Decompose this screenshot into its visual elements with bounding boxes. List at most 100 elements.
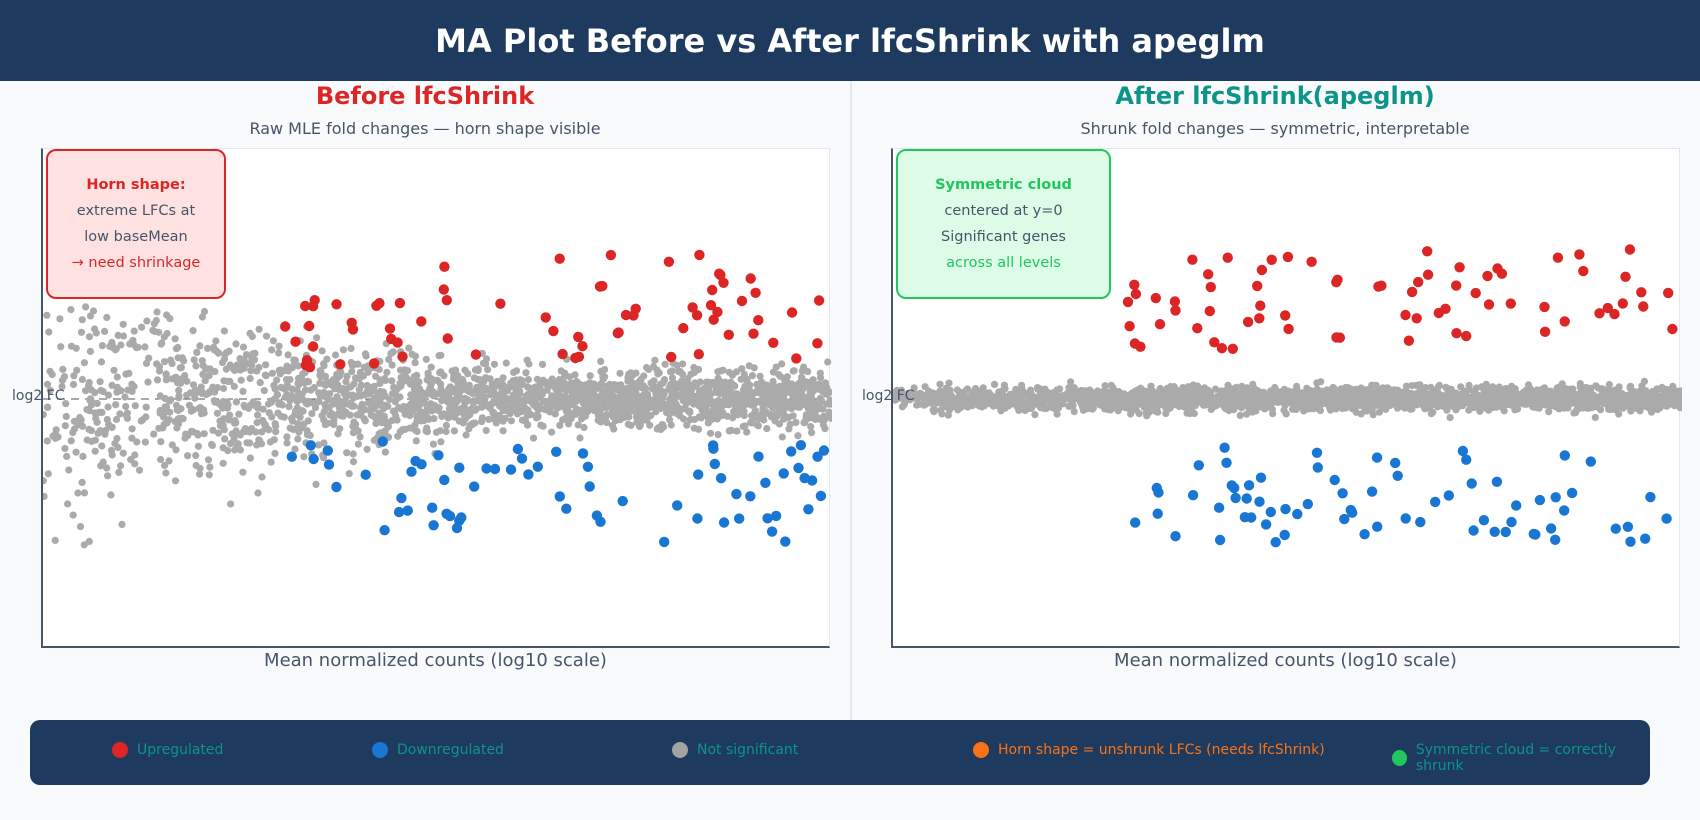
point-not-significant xyxy=(460,402,468,411)
point-not-significant xyxy=(1673,400,1681,408)
point-not-significant xyxy=(281,393,289,401)
point-not-significant xyxy=(739,386,748,394)
before-panel-subtitle: Raw MLE fold changes — horn shape visibl… xyxy=(249,119,601,138)
point-not-significant xyxy=(239,343,248,351)
point-not-significant xyxy=(246,374,254,383)
point-not-significant xyxy=(410,373,418,381)
point-not-significant xyxy=(112,401,120,409)
point-not-significant xyxy=(253,419,261,427)
point-not-significant xyxy=(347,399,355,407)
point-downregulated xyxy=(1443,490,1454,501)
point-not-significant xyxy=(274,409,282,417)
point-not-significant xyxy=(306,431,314,439)
point-upregulated xyxy=(308,301,319,312)
point-not-significant xyxy=(1195,395,1203,403)
point-not-significant xyxy=(229,365,237,373)
point-downregulated xyxy=(799,472,810,484)
point-downregulated xyxy=(1302,498,1313,510)
point-not-significant xyxy=(347,344,355,353)
point-not-significant xyxy=(1434,399,1442,407)
point-upregulated xyxy=(442,333,453,344)
point-not-significant xyxy=(126,340,134,348)
point-not-significant xyxy=(43,492,48,500)
point-not-significant xyxy=(579,399,587,407)
point-not-significant xyxy=(150,430,158,438)
point-not-significant xyxy=(197,410,206,418)
point-not-significant xyxy=(1130,388,1138,396)
point-not-significant xyxy=(232,340,240,348)
point-not-significant xyxy=(166,408,174,416)
point-not-significant xyxy=(590,380,598,388)
point-not-significant xyxy=(639,382,648,390)
point-not-significant xyxy=(412,437,420,445)
point-not-significant xyxy=(478,403,486,411)
point-not-significant xyxy=(192,362,200,370)
point-not-significant xyxy=(262,332,271,340)
point-not-significant xyxy=(125,369,133,377)
point-not-significant xyxy=(999,399,1007,407)
point-downregulated xyxy=(1311,447,1323,458)
point-not-significant xyxy=(1525,387,1533,395)
point-not-significant xyxy=(1172,386,1180,394)
point-not-significant xyxy=(288,385,296,393)
point-not-significant xyxy=(330,383,338,391)
point-not-significant xyxy=(172,446,180,454)
point-not-significant xyxy=(1282,410,1290,418)
point-not-significant xyxy=(904,390,912,398)
point-not-significant xyxy=(576,434,584,442)
point-downregulated xyxy=(795,440,807,451)
point-not-significant xyxy=(70,417,78,425)
point-upregulated xyxy=(708,314,719,325)
point-not-significant xyxy=(225,347,233,355)
after-plot-area xyxy=(891,148,1682,648)
point-not-significant xyxy=(114,331,122,339)
point-not-significant xyxy=(676,405,684,413)
point-not-significant xyxy=(1514,395,1522,403)
point-not-significant xyxy=(644,394,652,402)
legend-dot xyxy=(112,742,128,758)
point-not-significant xyxy=(201,377,209,385)
point-downregulated xyxy=(454,462,465,473)
point-not-significant xyxy=(523,411,531,420)
point-downregulated xyxy=(489,463,501,475)
legend-dot xyxy=(672,742,688,758)
point-not-significant xyxy=(275,349,283,357)
point-upregulated xyxy=(1280,310,1291,321)
point-not-significant xyxy=(637,376,645,384)
point-not-significant xyxy=(756,372,764,380)
point-upregulated xyxy=(1602,302,1613,314)
point-downregulated xyxy=(1566,487,1578,499)
point-not-significant xyxy=(295,423,303,431)
point-upregulated xyxy=(666,351,677,363)
point-not-significant xyxy=(56,315,64,323)
point-not-significant xyxy=(1378,392,1386,400)
point-not-significant xyxy=(337,412,345,420)
point-not-significant xyxy=(1605,386,1613,394)
point-not-significant xyxy=(561,372,569,380)
point-not-significant xyxy=(99,458,107,466)
point-not-significant xyxy=(166,315,174,323)
point-not-significant xyxy=(556,421,564,429)
point-not-significant xyxy=(58,376,67,384)
point-not-significant xyxy=(119,320,127,328)
point-not-significant xyxy=(69,380,78,388)
point-downregulated xyxy=(377,436,388,447)
point-not-significant xyxy=(489,409,497,417)
point-not-significant xyxy=(160,413,168,421)
point-not-significant xyxy=(343,449,351,457)
point-upregulated xyxy=(1663,287,1674,299)
point-downregulated xyxy=(818,445,830,456)
point-not-significant xyxy=(86,395,95,403)
point-not-significant xyxy=(512,391,521,399)
point-not-significant xyxy=(1544,400,1552,408)
point-not-significant xyxy=(1576,383,1584,391)
point-not-significant xyxy=(1545,388,1553,396)
point-not-significant xyxy=(113,373,121,381)
point-not-significant xyxy=(1160,391,1168,399)
point-not-significant xyxy=(411,359,419,367)
point-not-significant xyxy=(1357,410,1365,418)
note-title: Symmetric cloud xyxy=(935,177,1072,193)
point-not-significant xyxy=(101,430,109,438)
point-not-significant xyxy=(1317,392,1325,400)
point-not-significant xyxy=(945,379,953,387)
